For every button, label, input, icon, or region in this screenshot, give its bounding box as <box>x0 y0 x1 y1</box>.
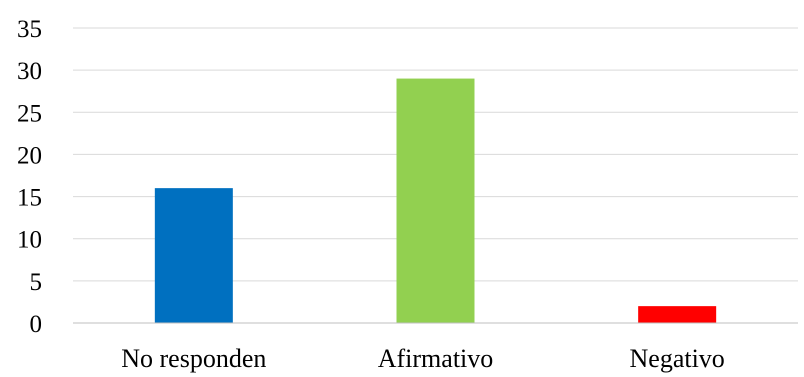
y-tick-label: 5 <box>30 269 43 296</box>
x-category-label: No responden <box>121 344 266 373</box>
y-tick-label: 20 <box>17 142 42 169</box>
y-tick-label: 35 <box>17 16 42 43</box>
bar <box>396 78 475 323</box>
bars <box>154 78 717 323</box>
y-tick-label: 15 <box>17 185 42 212</box>
x-axis-labels: No responden Afirmativo Negativo <box>121 344 725 373</box>
x-category-label: Afirmativo <box>378 344 494 373</box>
bar <box>154 188 233 323</box>
x-category-label: Negativo <box>630 344 725 373</box>
bar <box>638 306 717 323</box>
y-tick-label: 10 <box>17 227 42 254</box>
y-tick-label: 30 <box>17 58 42 85</box>
y-tick-label: 25 <box>17 100 42 127</box>
y-tick-label: 0 <box>30 311 43 338</box>
y-axis-ticks: 0 5 10 15 20 25 30 35 <box>17 16 42 338</box>
